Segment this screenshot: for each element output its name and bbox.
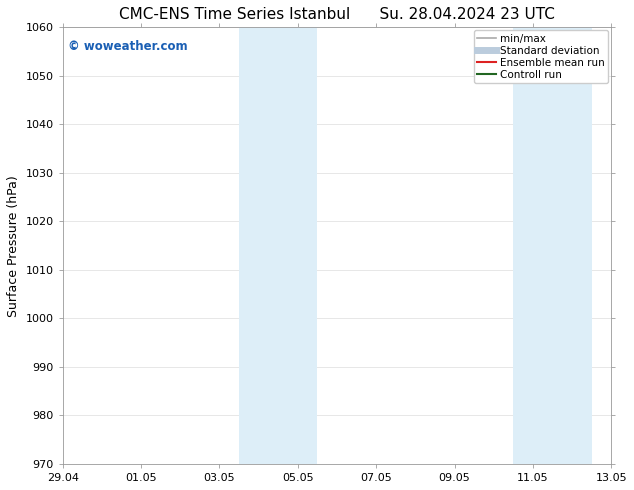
- Bar: [514, 27, 552, 464]
- Bar: [552, 27, 592, 464]
- Title: CMC-ENS Time Series Istanbul      Su. 28.04.2024 23 UTC: CMC-ENS Time Series Istanbul Su. 28.04.2…: [119, 7, 555, 22]
- Text: © woweather.com: © woweather.com: [68, 40, 188, 53]
- Bar: [278, 27, 318, 464]
- Legend: min/max, Standard deviation, Ensemble mean run, Controll run: min/max, Standard deviation, Ensemble me…: [474, 30, 608, 83]
- Bar: [239, 27, 278, 464]
- Y-axis label: Surface Pressure (hPa): Surface Pressure (hPa): [7, 175, 20, 317]
